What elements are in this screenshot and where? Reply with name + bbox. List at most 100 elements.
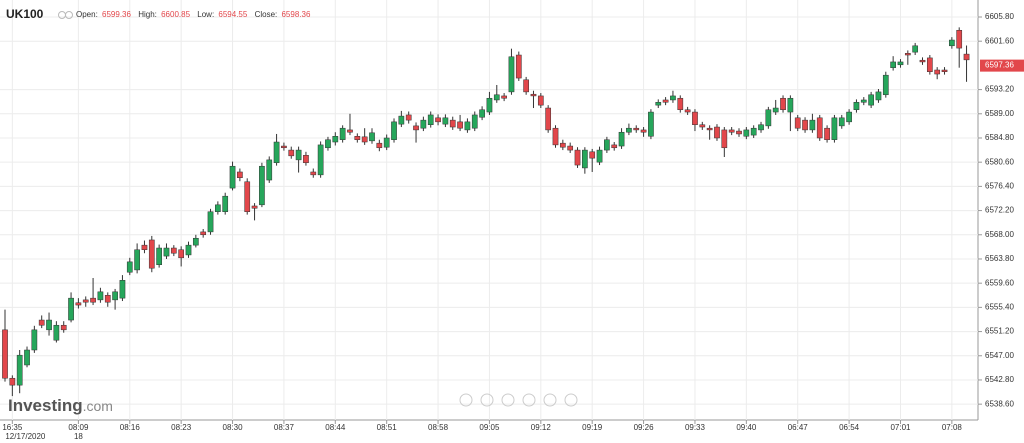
x-tick-label: 16:35: [2, 423, 23, 432]
candle-body: [882, 74, 889, 96]
candle-body: [941, 69, 948, 72]
candle-body: [170, 247, 177, 254]
candle-body: [259, 165, 265, 206]
x-tick-label: 06:47: [788, 423, 809, 432]
y-tick-label: 6542.80: [985, 375, 1014, 384]
value: 6598.36: [281, 10, 310, 19]
x-tick-label: 09:05: [479, 423, 500, 432]
candle-body: [413, 125, 419, 131]
candle-body: [281, 145, 287, 149]
candle-body: [90, 297, 96, 303]
candle-body: [200, 231, 207, 236]
value: 6599.36: [102, 10, 131, 19]
candle-body: [963, 53, 970, 61]
candle-body: [670, 95, 676, 101]
candle-body: [251, 205, 258, 209]
candle-body: [750, 127, 757, 136]
candle-body: [648, 111, 654, 137]
candle-body: [626, 127, 632, 133]
candle-body: [427, 114, 434, 125]
candle-body: [420, 119, 427, 129]
candle-body: [706, 127, 713, 131]
candle-body: [684, 109, 691, 113]
candle-body: [376, 142, 383, 149]
candle-body: [567, 145, 574, 151]
candle-body: [457, 121, 463, 129]
value: 6600.85: [161, 10, 190, 19]
candle-body: [479, 109, 485, 118]
x-tick-label: 08:09: [68, 423, 89, 432]
x-tick-label: 08:44: [325, 423, 346, 432]
last-price-tag: [980, 59, 1024, 72]
x-tick-label: 09:26: [634, 423, 655, 432]
candle-body: [339, 127, 346, 140]
candle-body: [449, 119, 456, 128]
candle-body: [112, 291, 118, 301]
candle-body: [156, 247, 162, 265]
nav-button[interactable]: [543, 393, 557, 407]
candle-body: [273, 141, 280, 164]
candle-body: [655, 102, 662, 106]
candle-body: [809, 119, 816, 131]
x-tick-label: 08:58: [428, 423, 449, 432]
candle-body: [611, 144, 618, 149]
navigation[interactable]: [459, 393, 578, 407]
candle-body: [46, 319, 52, 331]
candle-body: [82, 299, 89, 303]
candle-body: [875, 91, 882, 101]
candle-body: [295, 149, 302, 161]
candle-body: [148, 239, 155, 269]
candle-body: [9, 377, 16, 386]
candle-body: [192, 237, 199, 246]
y-tick-label: 6580.60: [985, 157, 1014, 166]
candle-body: [266, 159, 273, 181]
candle-body: [838, 117, 845, 127]
candle-body: [758, 124, 764, 131]
candle-body: [772, 107, 779, 113]
date-label: 18: [74, 432, 83, 441]
candle-body: [721, 129, 728, 149]
label: Close:: [255, 10, 278, 19]
candle-body: [134, 249, 140, 271]
x-tick-label: 09:12: [531, 423, 552, 432]
candle-body: [369, 132, 375, 142]
candle-body: [383, 137, 390, 148]
candle-body: [530, 93, 537, 97]
candle-body: [926, 57, 933, 72]
nav-button[interactable]: [501, 393, 515, 407]
candle-body: [816, 117, 823, 139]
y-tick-label: 6551.20: [985, 327, 1014, 336]
grid: [0, 0, 978, 420]
x-tick-label: 09:40: [736, 423, 757, 432]
candle-body: [919, 59, 926, 63]
y-tick-label: 6572.20: [985, 206, 1014, 215]
candle-body: [552, 127, 559, 146]
candle-body: [904, 53, 911, 56]
nav-button[interactable]: [459, 393, 473, 407]
candle-body: [178, 249, 185, 259]
candle-body: [846, 111, 852, 123]
candle-body: [559, 142, 566, 148]
candle-body: [956, 29, 963, 49]
y-tick-label: 6601.60: [985, 36, 1014, 45]
candle-body: [589, 151, 596, 159]
candle-body: [765, 109, 772, 127]
candle-body: [728, 129, 735, 133]
candle-body: [714, 126, 720, 139]
y-tick-label: 6563.80: [985, 254, 1014, 263]
candle-body: [141, 244, 148, 251]
candle-body: [60, 324, 67, 331]
nav-button[interactable]: [564, 393, 578, 407]
candle-body: [185, 244, 192, 256]
candle-body: [618, 131, 625, 147]
icon: [65, 11, 73, 19]
candle-body: [361, 136, 368, 143]
nav-button[interactable]: [522, 393, 536, 407]
candle-body: [325, 139, 331, 149]
candle-body: [662, 99, 669, 103]
candle-body: [677, 97, 684, 111]
nav-button[interactable]: [480, 393, 494, 407]
candle-body: [545, 107, 552, 131]
candle-body: [288, 149, 295, 157]
